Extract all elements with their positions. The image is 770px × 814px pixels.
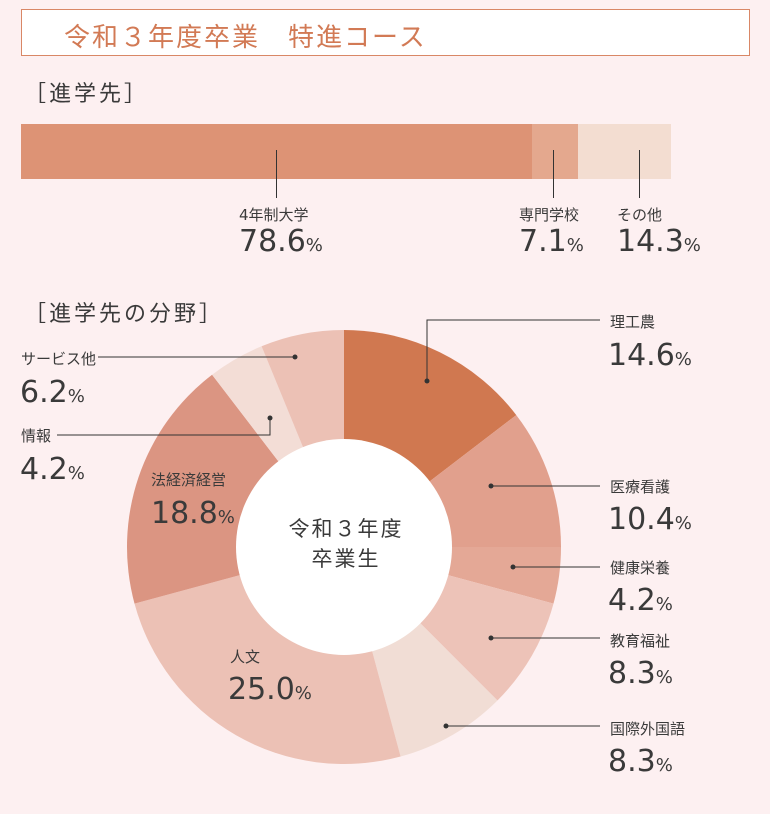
donut-leader-dot-info (267, 415, 273, 421)
bar-leader-vocational (553, 150, 554, 198)
bar-label-university: 4年制大学 (239, 206, 309, 224)
donut-label-humanities: 人文 (230, 648, 261, 666)
bar-value-vocational: 7.1% (519, 224, 584, 259)
donut-value-service: 6.2% (20, 375, 85, 410)
donut-hole (236, 439, 452, 655)
donut-leader-dot-service (292, 354, 298, 360)
bar-value-university: 78.6% (239, 224, 323, 259)
donut-value-info: 4.2% (20, 452, 85, 487)
donut-label-service: サービス他 (21, 350, 97, 368)
donut-leader-dot-science (424, 378, 430, 384)
donut-leader-dot-medical (488, 483, 494, 489)
donut-label-international: 国際外国語 (610, 720, 686, 738)
bar-other (578, 124, 671, 179)
donut-center-label: 令和３年度 卒業生 (266, 514, 426, 574)
donut-value-science: 14.6% (608, 338, 692, 373)
donut-label-medical: 医療看護 (610, 478, 671, 496)
bar-label-other: その他 (617, 206, 663, 224)
bar-label-vocational: 専門学校 (519, 206, 580, 224)
bar-leader-university (276, 150, 277, 198)
section-label-fields: ［進学先の分野］ (24, 302, 225, 327)
donut-leader-dot-international (443, 723, 449, 729)
title-box: 令和３年度卒業 特進コース (21, 9, 750, 56)
section-label-destinations: ［進学先］ (24, 82, 150, 107)
donut-value-law-economics: 18.8% (151, 496, 235, 531)
bar-value-other: 14.3% (617, 224, 701, 259)
page-title: 令和３年度卒業 特進コース (64, 23, 427, 53)
donut-center-line-2: 卒業生 (311, 547, 381, 571)
donut-label-education: 教育福祉 (610, 632, 671, 650)
donut-value-humanities: 25.0% (228, 672, 312, 707)
donut-label-science: 理工農 (610, 313, 656, 331)
donut-value-medical: 10.4% (608, 502, 692, 537)
donut-leader-dot-education (488, 635, 494, 641)
donut-leader-science (426, 319, 600, 381)
donut-label-law-economics: 法経済経営 (151, 471, 227, 489)
donut-label-health: 健康栄養 (610, 559, 671, 577)
bar-leader-other (639, 150, 640, 198)
donut-value-education: 8.3% (608, 656, 673, 691)
donut-leader-dot-health (510, 564, 516, 570)
donut-value-international: 8.3% (608, 744, 673, 779)
donut-label-info: 情報 (21, 427, 52, 445)
donut-center-line-1: 令和３年度 (288, 517, 404, 541)
donut-value-health: 4.2% (608, 583, 673, 618)
bar-vocational (532, 124, 578, 179)
donut-leader-info (57, 418, 271, 436)
